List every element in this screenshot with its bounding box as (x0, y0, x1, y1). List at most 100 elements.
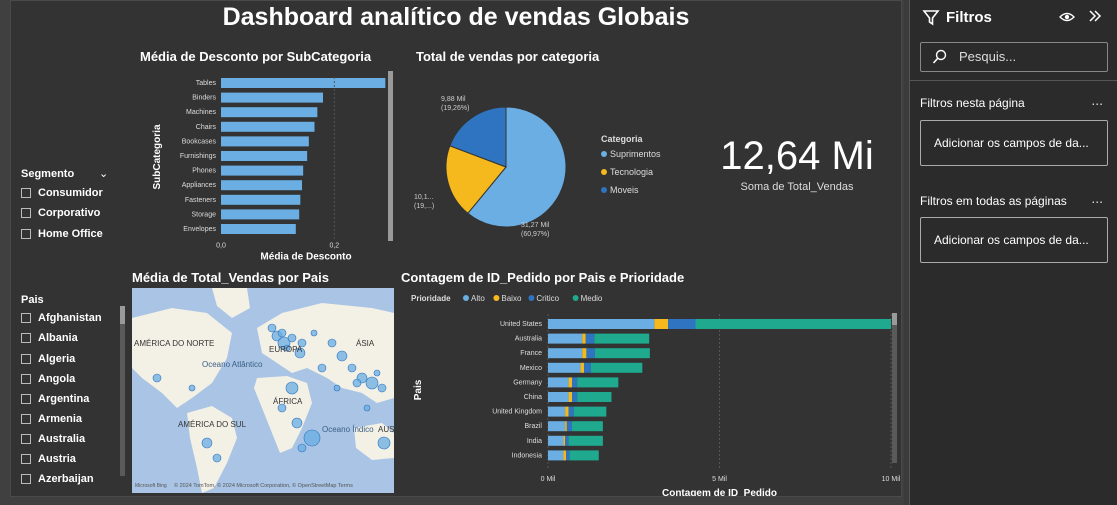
stacked-bar-segment (568, 377, 573, 388)
country-option[interactable]: Australia (21, 432, 85, 446)
bar (221, 78, 386, 88)
category-pie-chart[interactable]: 31,27 Mil (60,97%) 10,1... (19,...) 9,88 Mil… (396, 67, 696, 252)
map-bubble (188, 384, 196, 392)
checkbox[interactable] (21, 229, 31, 239)
segment-slicer-header: Segmento ⌄ (21, 168, 108, 180)
country-option[interactable]: Austria (21, 452, 76, 466)
segment-option[interactable]: Consumidor (21, 186, 103, 200)
scroll-thumb[interactable] (388, 71, 393, 241)
all-pages-filters-more-icon[interactable]: ... (1091, 190, 1103, 206)
country-option[interactable]: Azerbaijan (21, 472, 94, 486)
bar (221, 209, 300, 220)
country-option[interactable]: Algeria (21, 352, 75, 366)
checkbox[interactable] (21, 374, 31, 384)
legend-marker (601, 187, 607, 193)
category-label: Tables (196, 80, 217, 87)
stacked-bar-segment (594, 333, 650, 344)
map-bubble (285, 381, 299, 395)
country-option-label: Azerbaijan (38, 473, 94, 485)
category-label: United States (500, 321, 543, 328)
map-label-south-america: AMÉRICA DO SUL (178, 420, 247, 429)
scroll-thumb[interactable] (120, 306, 125, 324)
bar (221, 136, 309, 147)
x-axis-title: Contagem de ID_Pedido (662, 488, 777, 496)
checkbox[interactable] (21, 354, 31, 364)
stacked-bar-segment (566, 421, 573, 432)
stacked-bar-segment (565, 421, 567, 432)
checkbox[interactable] (21, 313, 31, 323)
sales-map[interactable]: AMÉRICA DO NORTE EUROPA ÁSIA Oceano Atlâ… (132, 288, 394, 493)
checkbox[interactable] (21, 188, 31, 198)
checkbox[interactable] (21, 333, 31, 343)
land-north-america (132, 308, 232, 408)
checkbox[interactable] (21, 474, 31, 484)
checkbox[interactable] (21, 394, 31, 404)
bar (221, 92, 323, 103)
y-axis-title: Pais (413, 379, 424, 400)
stacked-bar-segment (548, 377, 569, 388)
map-title: Média de Total_Vendas por Pais (132, 270, 329, 285)
legend-title: Prioridade (411, 294, 451, 303)
legend-marker (528, 295, 535, 301)
search-icon (932, 49, 947, 64)
discount-bar-chart[interactable]: Tables Binders Machines Chairs Bookcases Furn… (136, 67, 401, 267)
all-pages-filters-dropzone[interactable]: Adicionar os campos de da... (920, 217, 1108, 263)
bar (221, 165, 304, 176)
map-bubble (310, 329, 318, 337)
stacked-bar-segment (565, 435, 569, 446)
category-label: Chairs (196, 124, 217, 131)
segment-option[interactable]: Corporativo (21, 206, 100, 220)
country-option[interactable]: Afghanistan (21, 311, 102, 325)
segment-option-label: Corporativo (38, 207, 101, 219)
orders-chart-scrollbar[interactable] (892, 313, 897, 463)
checkbox[interactable] (21, 434, 31, 444)
country-option[interactable]: Armenia (21, 412, 82, 426)
page-filters-dropzone[interactable]: Adicionar os campos de da... (920, 120, 1108, 166)
segment-option-label: Home Office (38, 228, 103, 240)
chevron-down-icon[interactable]: ⌄ (99, 168, 109, 180)
segment-option[interactable]: Home Office (21, 227, 103, 241)
checkbox[interactable] (21, 454, 31, 464)
country-option[interactable]: Angola (21, 372, 75, 386)
stacked-bar-segment (577, 392, 612, 402)
discount-chart-scrollbar[interactable] (388, 71, 393, 241)
legend-label: Suprimentos (610, 149, 661, 159)
map-label-atlantic: Oceano Atlântico (202, 360, 263, 369)
country-slicer-scrollbar[interactable] (120, 306, 125, 476)
country-option[interactable]: Argentina (21, 392, 89, 406)
stacked-bar-segment (568, 435, 603, 446)
checkbox[interactable] (21, 208, 31, 218)
filters-pane-title: Filtros (946, 9, 992, 26)
page-filters-more-icon[interactable]: ... (1091, 92, 1103, 108)
category-label: Australia (515, 336, 542, 343)
category-label: Fasteners (185, 197, 217, 204)
pie-slice (467, 106, 567, 228)
country-option[interactable]: Albania (21, 331, 78, 345)
country-option-label: Austria (38, 453, 76, 465)
stacked-bar-segment (548, 319, 655, 329)
scroll-thumb[interactable] (892, 313, 897, 325)
map-label-asia: ÁSIA (356, 339, 375, 348)
y-axis-title: SubCategoria (152, 124, 163, 189)
category-label: Brazil (524, 423, 542, 430)
filters-search-input[interactable]: Pesquis... (920, 42, 1108, 72)
map-bubble (294, 347, 306, 359)
map-label-australia: AUS (378, 425, 394, 434)
land-australia (354, 423, 394, 460)
checkbox[interactable] (21, 414, 31, 424)
orders-stacked-bar-chart[interactable]: Prioridade Alto Baixo Critico Medio 0 Mil 5 Mi… (396, 286, 901, 496)
stacked-bar-segment (548, 450, 564, 461)
collapse-pane-icon[interactable] (1087, 8, 1103, 24)
map-bubble (373, 369, 381, 377)
map-bubble (303, 429, 321, 447)
stacked-bar-segment (594, 348, 650, 359)
kpi-value: 12,64 Mi (720, 134, 874, 178)
stacked-bar-segment (582, 333, 586, 344)
legend-marker (463, 295, 469, 301)
category-label: Appliances (182, 182, 217, 189)
map-bubble (287, 333, 297, 343)
data-label: 31,27 Mil (521, 222, 550, 229)
eye-icon[interactable] (1059, 10, 1075, 24)
report-canvas: Dashboard analítico de vendas Globais Se… (10, 0, 902, 497)
stacked-bar-segment (548, 435, 564, 446)
